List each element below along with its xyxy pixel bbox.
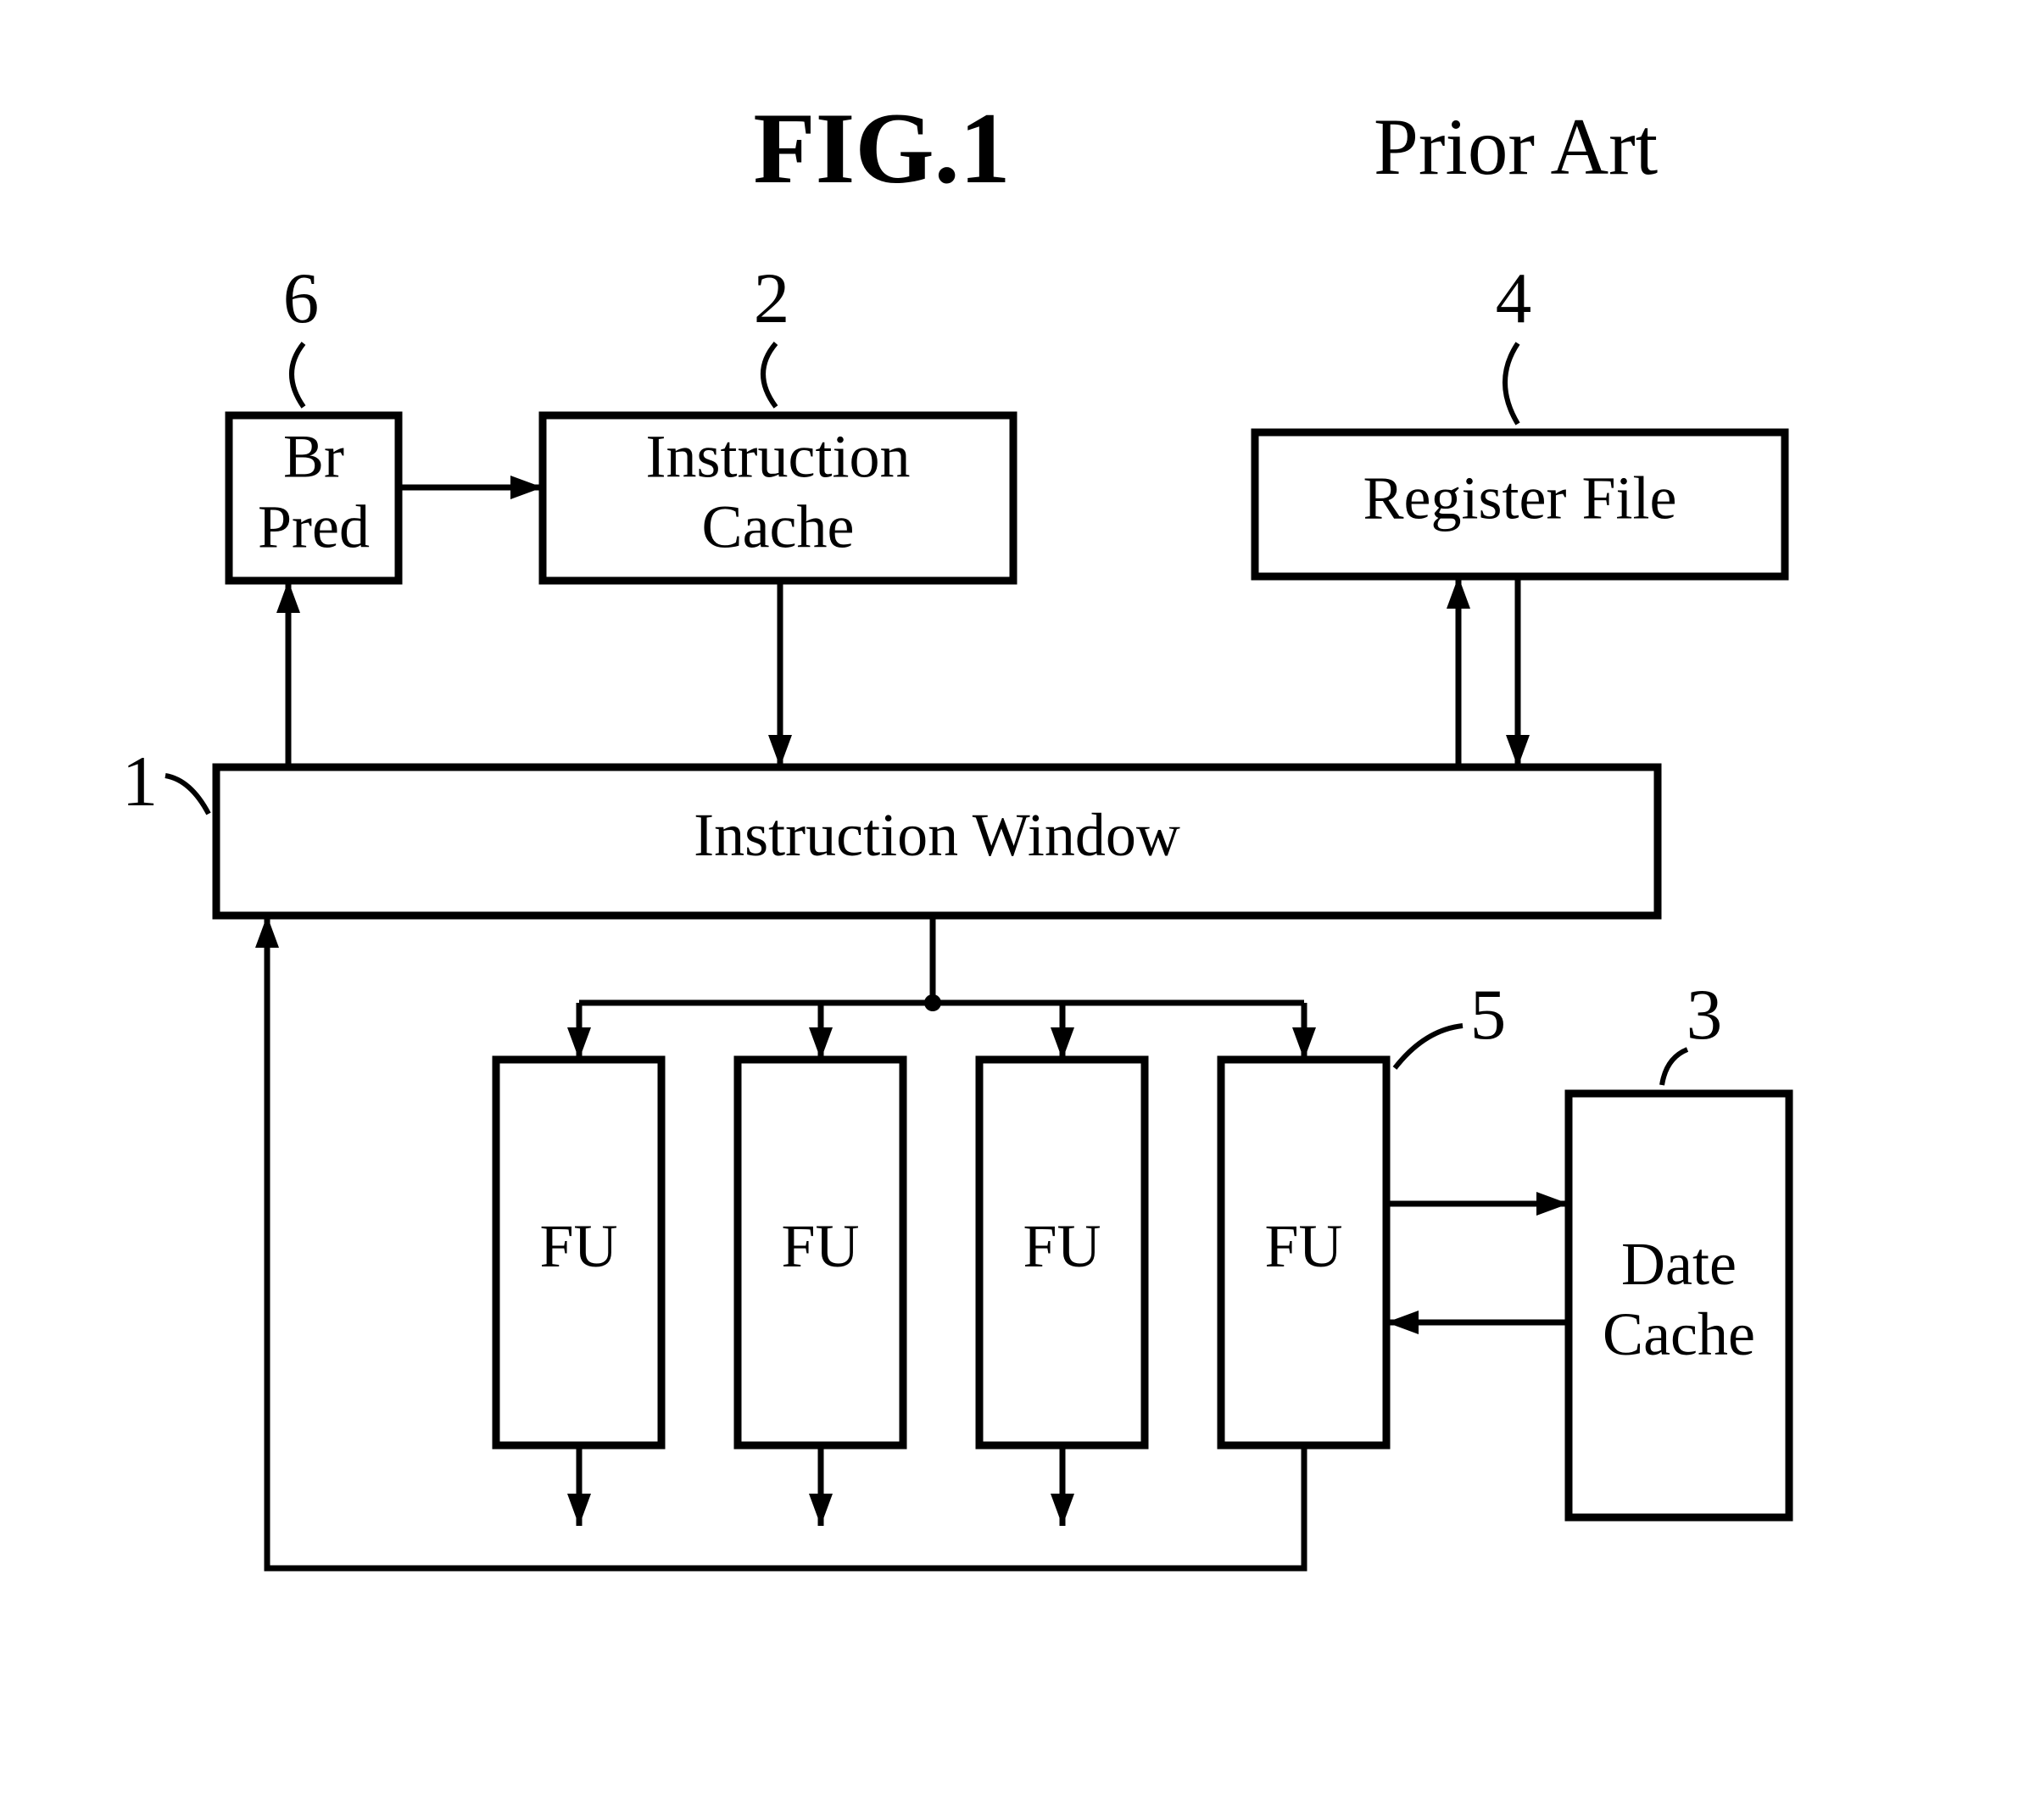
block-dcache: DateCache (1569, 1094, 1789, 1517)
ref-numeral: 1 (122, 742, 159, 821)
block-icache: InstructionCache (543, 415, 1013, 581)
block-label: FU (781, 1212, 859, 1280)
wire-junction (924, 994, 941, 1011)
block-label: Cache (1603, 1300, 1755, 1368)
ref-numeral: 3 (1687, 975, 1723, 1055)
block-label: Register File (1363, 465, 1677, 532)
ref-lead (165, 776, 209, 814)
figure-title: FIG.1 (753, 92, 1010, 204)
ref-lead (1395, 1026, 1463, 1068)
ref-numeral: 6 (283, 259, 320, 338)
figure-subtitle: Prior Art (1374, 102, 1658, 192)
block-fu1: FU (738, 1060, 903, 1445)
block-label: Cache (702, 493, 855, 560)
ref-lead (292, 343, 304, 407)
ref-numeral: 4 (1496, 259, 1532, 338)
ref-lead (763, 343, 776, 407)
block-fu0: FU (496, 1060, 661, 1445)
block-regfile: Register File (1255, 432, 1785, 576)
block-label: FU (539, 1212, 617, 1280)
block-fu2: FU (979, 1060, 1145, 1445)
ref-numeral: 5 (1470, 975, 1507, 1055)
block-br_pred: BrPred (229, 415, 399, 581)
ref-lead (1662, 1049, 1687, 1085)
block-label: FU (1264, 1212, 1342, 1280)
block-label: Pred (258, 493, 370, 560)
block-label: Br (283, 423, 344, 491)
block-fu3: FU (1221, 1060, 1386, 1445)
block-label: Instruction Window (694, 801, 1180, 869)
block-iwindow: Instruction Window (216, 767, 1658, 916)
block-label: FU (1023, 1212, 1101, 1280)
block-label: Instruction (646, 423, 911, 491)
ref-numeral: 2 (754, 259, 790, 338)
ref-lead (1505, 343, 1518, 424)
block-label: Date (1621, 1230, 1737, 1298)
